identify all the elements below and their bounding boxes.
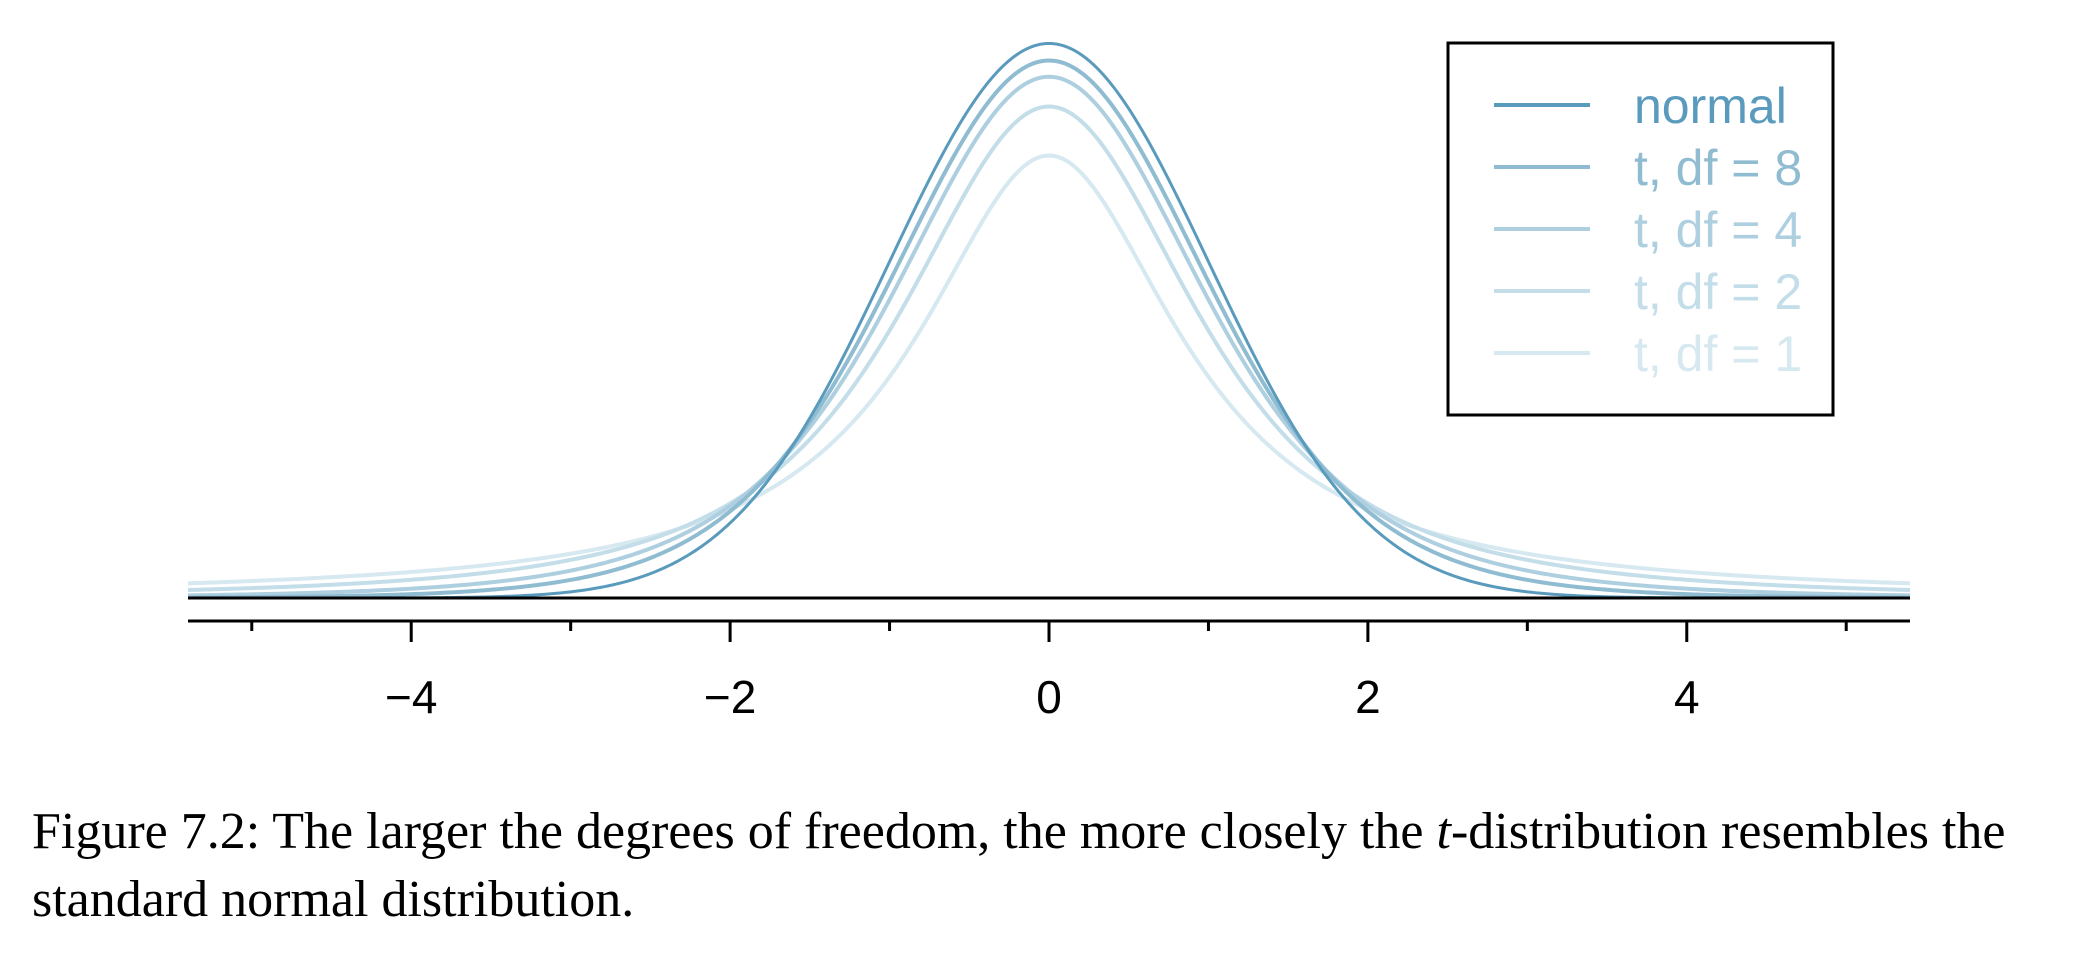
legend-label: t, df = 4 [1634, 202, 1802, 258]
x-tick-label: 0 [1036, 671, 1062, 723]
x-axis: −4 −2 0 2 4 [188, 619, 1910, 723]
legend-label: t, df = 1 [1634, 326, 1802, 382]
caption-suffix: -distribution resembles the standard nor… [32, 803, 2006, 928]
x-tick-label: −4 [385, 671, 437, 723]
curve-t-df-8 [187, 58, 1911, 600]
legend: normal t, df = 8 t, df = 4 t, df = 2 t, df =… [1446, 41, 1835, 417]
legend-label: normal [1634, 78, 1787, 134]
curve-t-df-2 [187, 104, 1911, 593]
curve-t-df-1 [187, 153, 1911, 586]
x-tick-label: −2 [704, 671, 756, 723]
x-tick-label: 4 [1674, 671, 1700, 723]
t-distribution-chart: −4 −2 0 2 4 normal t, df = 8 t, df = 4 t, df = … [187, 41, 1911, 723]
curve-t-df-4 [187, 74, 1911, 598]
caption-prefix: Figure 7.2: The larger the degrees of fr… [32, 803, 1437, 860]
figure-caption: Figure 7.2: The larger the degrees of fr… [32, 798, 2072, 934]
legend-label: t, df = 2 [1634, 264, 1802, 320]
legend-label: t, df = 8 [1634, 140, 1802, 196]
caption-italic: t [1436, 803, 1451, 860]
x-tick-label: 2 [1355, 671, 1381, 723]
